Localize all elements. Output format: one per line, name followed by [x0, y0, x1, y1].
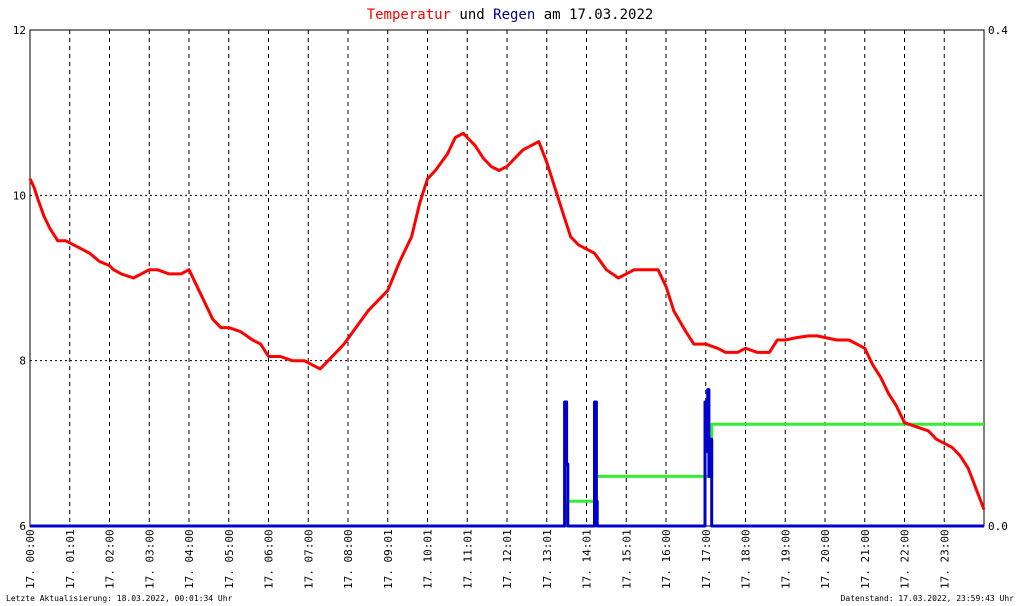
- x-tick-label: 17. 00:00: [24, 529, 37, 589]
- title-temperature: Temperatur: [367, 7, 451, 23]
- title-date: am 17.03.2022: [535, 7, 653, 23]
- y-tick-label-left: 12: [13, 24, 26, 37]
- x-tick-label: 17. 02:00: [104, 529, 117, 589]
- x-axis: 17. 00:00 17. 01:01 17. 02:00 17. 03:00 17. …: [24, 529, 951, 589]
- series-layer: [28, 131, 986, 528]
- x-tick-label: 17. 05:00: [223, 529, 236, 589]
- x-tick-label: 17. 18:00: [740, 529, 753, 589]
- x-tick-label: 17. 20:00: [819, 529, 832, 589]
- title-rain: Regen: [493, 7, 535, 23]
- grid-lines: [30, 30, 984, 526]
- x-tick-label: 17. 10:01: [422, 529, 435, 589]
- x-tick-label: 17. 06:00: [263, 529, 276, 589]
- x-tick-label: 17. 11:01: [461, 529, 474, 589]
- x-tick-label: 17. 19:00: [779, 529, 792, 589]
- chart-title: Temperatur und Regen am 17.03.2022: [367, 7, 654, 23]
- x-tick-label: 17. 21:00: [859, 529, 872, 589]
- y-tick-label-left: 8: [19, 355, 26, 368]
- y-tick-label-right: 0.0: [988, 520, 1008, 533]
- last-update: Letzte Aktualisierung: 18.03.2022, 00:01…: [6, 594, 233, 603]
- data-status: Datenstand: 17.03.2022, 23:59:43 Uhr: [841, 594, 1015, 603]
- y-tick-label-left: 10: [13, 189, 26, 202]
- x-tick-label: 17. 13:01: [541, 529, 554, 589]
- series-temperature-line: [28, 131, 986, 511]
- title-and: und: [451, 7, 493, 23]
- series-rain-line: [30, 388, 984, 528]
- x-tick-label: 17. 07:00: [302, 529, 315, 589]
- x-tick-label: 17. 12:01: [501, 529, 514, 589]
- y-axis-right: 0.0 0.4: [988, 24, 1008, 533]
- x-tick-label: 17. 17:00: [700, 529, 713, 589]
- x-tick-label: 17. 14:01: [581, 529, 594, 589]
- x-tick-label: 17. 16:00: [660, 529, 673, 589]
- x-tick-label: 17. 09:01: [382, 529, 395, 589]
- x-tick-label: 17. 15:01: [620, 529, 633, 589]
- x-tick-label: 17. 01:01: [64, 529, 77, 589]
- y-tick-label-left: 6: [19, 520, 26, 533]
- x-tick-label: 17. 22:00: [899, 529, 912, 589]
- y-tick-label-right: 0.4: [988, 24, 1008, 37]
- y-axis-left: 6 8 10 12: [13, 24, 26, 533]
- x-tick-label: 17. 03:00: [143, 529, 156, 589]
- x-tick-label: 17. 04:00: [183, 529, 196, 589]
- x-tick-label: 17. 08:00: [342, 529, 355, 589]
- x-tick-label: 17. 23:00: [938, 529, 951, 589]
